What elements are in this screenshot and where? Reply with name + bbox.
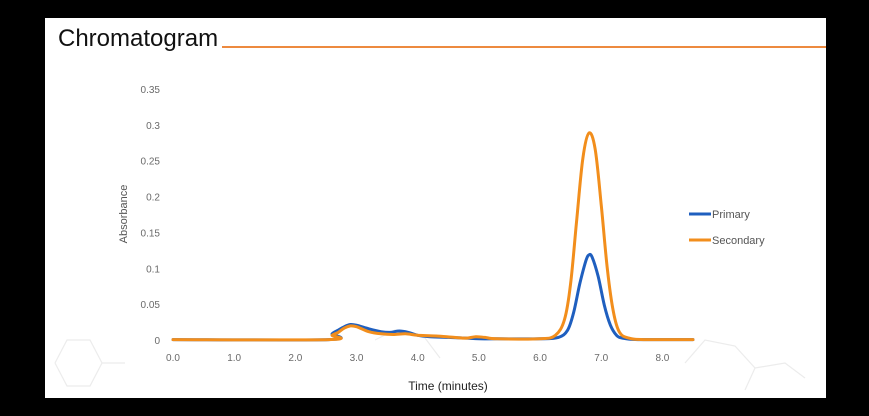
y-tick-label: 0.1	[146, 264, 160, 275]
legend: Primary Secondary	[689, 209, 765, 247]
x-axis-ticks: 0.0 1.0 2.0 3.0 4.0 5.0 6.0 7.0 8.0	[166, 353, 670, 364]
y-tick-label: 0.35	[141, 85, 161, 96]
legend-label-secondary: Secondary	[712, 235, 765, 247]
y-tick-label: 0.3	[146, 121, 160, 132]
series-line-secondary	[171, 131, 695, 342]
series-line-primary	[171, 252, 695, 342]
y-tick-label: 0.25	[141, 157, 161, 168]
x-tick-label: 5.0	[472, 353, 486, 364]
series-lines	[171, 131, 695, 342]
y-axis-label: Absorbance	[118, 185, 130, 244]
y-tick-label: 0.15	[141, 228, 161, 239]
y-axis-ticks: 0 0.05 0.1 0.15 0.2 0.25 0.3 0.35	[141, 85, 161, 347]
x-tick-label: 3.0	[350, 353, 364, 364]
x-axis-label: Time (minutes)	[408, 379, 488, 393]
x-tick-label: 0.0	[166, 353, 180, 364]
y-tick-label: 0	[154, 336, 160, 347]
chromatogram-plot: 0 0.05 0.1 0.15 0.2 0.25 0.3 0.35 0.0 1.0 2.0 3.0 4…	[54, 85, 806, 393]
chart-card: Chromatogram 0 0.05 0.1 0.15 0.2 0.25 0.3 0.35 …	[45, 18, 826, 398]
x-tick-label: 4.0	[411, 353, 425, 364]
x-tick-label: 8.0	[655, 353, 669, 364]
y-tick-label: 0.05	[141, 300, 161, 311]
title-underline-rule	[222, 46, 826, 48]
x-tick-label: 7.0	[594, 353, 608, 364]
x-tick-label: 6.0	[533, 353, 547, 364]
x-tick-label: 2.0	[288, 353, 302, 364]
x-tick-label: 1.0	[227, 353, 241, 364]
y-tick-label: 0.2	[146, 193, 160, 204]
chart-title: Chromatogram	[58, 25, 219, 52]
legend-label-primary: Primary	[712, 209, 750, 221]
